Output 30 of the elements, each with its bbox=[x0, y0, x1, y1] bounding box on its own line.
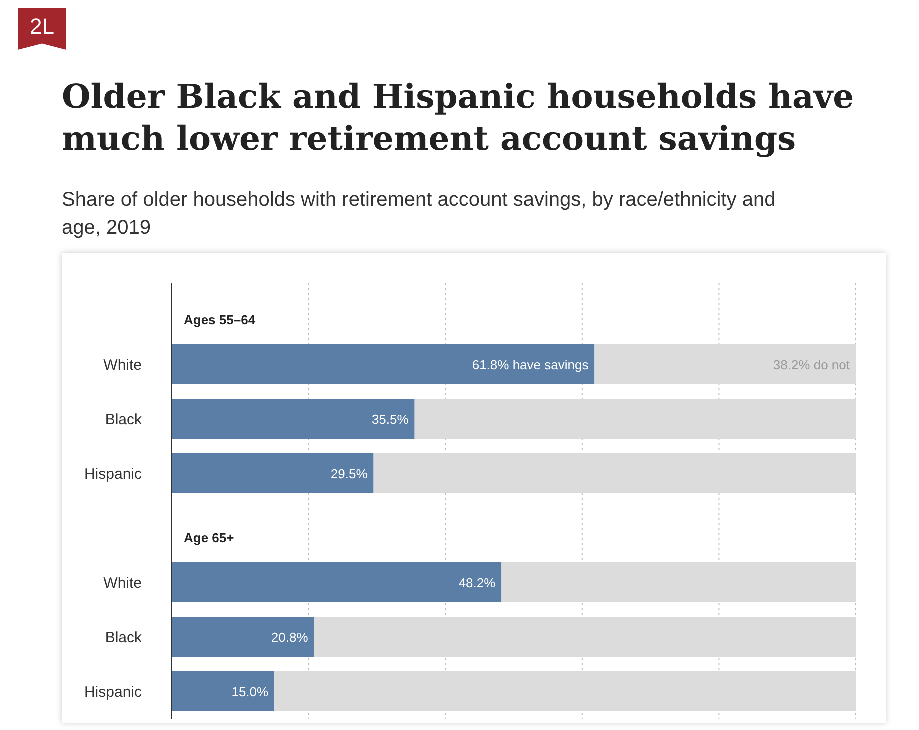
bar bbox=[172, 344, 595, 384]
y-tick-label: White bbox=[104, 356, 142, 374]
bar bbox=[314, 617, 856, 657]
bar bbox=[274, 672, 856, 712]
data-label: 29.5% bbox=[330, 466, 368, 482]
data-label: 48.2% bbox=[458, 576, 496, 590]
bar bbox=[172, 617, 314, 657]
bar bbox=[502, 562, 856, 602]
bar bbox=[172, 562, 502, 602]
chart-subtitle: Share of older households with retirement account savings, by race/ethnicity and age, 2019 bbox=[62, 188, 777, 241]
chart-title: Older Black and Hispanic households have much lower retirement account savings bbox=[62, 76, 856, 160]
data-label: 35.5% bbox=[372, 412, 410, 427]
annotation: Ages 55–64 bbox=[184, 312, 256, 328]
y-tick-label: Hispanic bbox=[84, 466, 142, 483]
data-label: 15.0% bbox=[232, 684, 270, 700]
y-tick-label: White bbox=[104, 574, 142, 592]
text: 2L bbox=[18, 8, 66, 50]
data-label: 61.8% have savings bbox=[472, 358, 590, 372]
annotation: Age 65+ bbox=[184, 530, 235, 546]
bar bbox=[594, 344, 856, 384]
bar bbox=[374, 454, 856, 494]
bar bbox=[172, 672, 275, 712]
y-tick-label: Black bbox=[105, 629, 142, 646]
bar bbox=[172, 399, 415, 439]
data-label: 38.2% do not bbox=[773, 358, 850, 372]
data-label: 20.8% bbox=[271, 630, 309, 645]
y-tick-label: Black bbox=[105, 411, 142, 428]
bar bbox=[414, 399, 856, 439]
bar bbox=[172, 454, 374, 494]
y-tick-label: Hispanic bbox=[84, 684, 142, 701]
